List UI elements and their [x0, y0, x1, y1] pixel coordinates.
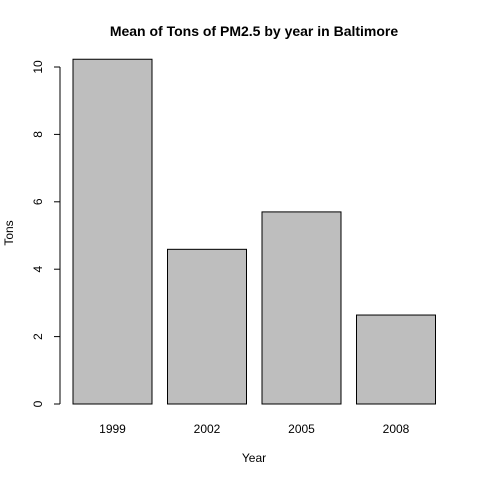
- x-category-labels: 1999 2002 2005 2008: [99, 422, 410, 436]
- y-tick-label-6: 6: [31, 198, 45, 205]
- bar-2002: [167, 248, 247, 405]
- y-axis: 0 2 4 6 8 10: [31, 60, 61, 407]
- y-axis-label: Tons: [2, 220, 16, 245]
- x-axis-label: Year: [242, 451, 266, 465]
- x-tick-label-2005: 2005: [288, 422, 315, 436]
- chart-title: Mean of Tons of PM2.5 by year in Baltimo…: [110, 23, 399, 39]
- x-tick-label-1999: 1999: [99, 422, 126, 436]
- y-tick-label-8: 8: [31, 131, 45, 138]
- bars-group: [72, 58, 436, 405]
- y-tick-label-0: 0: [31, 400, 45, 407]
- y-tick-label-4: 4: [31, 266, 45, 273]
- bar-2005: [261, 211, 342, 405]
- bar-1999: [72, 58, 153, 405]
- x-tick-label-2008: 2008: [383, 422, 410, 436]
- y-tick-label-2: 2: [31, 333, 45, 340]
- bar-2008: [356, 314, 436, 405]
- y-tick-label-10: 10: [31, 60, 45, 74]
- x-tick-label-2002: 2002: [194, 422, 221, 436]
